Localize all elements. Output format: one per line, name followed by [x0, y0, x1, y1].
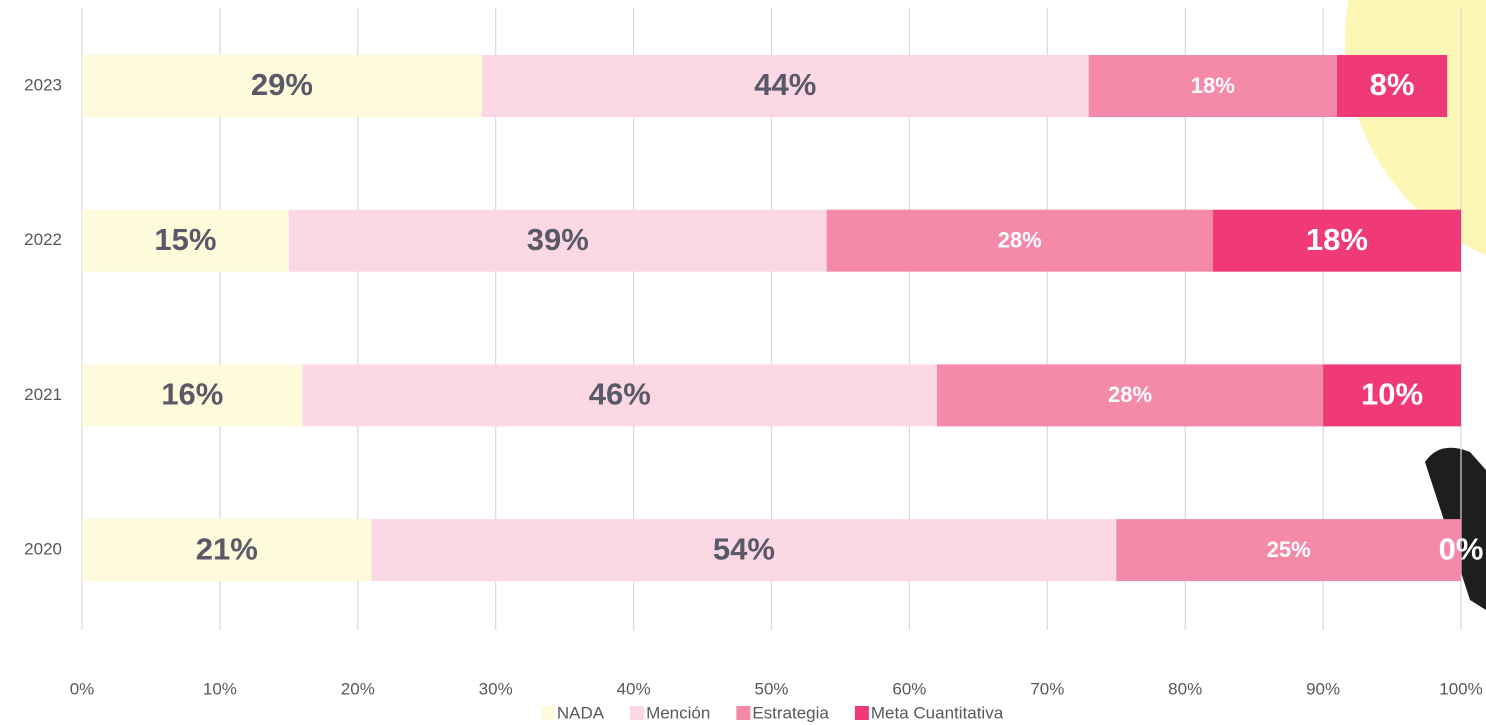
x-tick-label: 30%: [479, 679, 513, 698]
y-tick-label: 2023: [24, 75, 62, 94]
x-tick-label: 40%: [617, 679, 651, 698]
legend-label: Mención: [646, 703, 710, 722]
x-tick-label: 100%: [1439, 679, 1482, 698]
legend-swatch: [854, 706, 869, 720]
x-tick-label: 0%: [70, 679, 95, 698]
y-tick-label: 2020: [24, 540, 62, 559]
bar-segment: [288, 209, 827, 272]
bar-segment: [82, 519, 372, 582]
bar-segment: [1212, 209, 1461, 272]
bar-segment: [1323, 364, 1461, 427]
bar-segment: [936, 364, 1324, 427]
bar-segment: [1116, 519, 1461, 582]
x-tick-label: 60%: [892, 679, 926, 698]
data-label: 15%: [154, 222, 216, 257]
bar-segment: [371, 519, 1117, 582]
data-label: 25%: [1267, 537, 1311, 562]
bar-segment: [82, 364, 303, 427]
legend-swatch: [540, 706, 555, 720]
data-label: 16%: [161, 377, 223, 412]
x-tick-label: 90%: [1306, 679, 1340, 698]
legend-label: Meta Cuantitativa: [871, 703, 1004, 722]
x-tick-label: 50%: [754, 679, 788, 698]
legend-swatch: [630, 706, 645, 720]
x-tick-label: 10%: [203, 679, 237, 698]
data-label: 18%: [1191, 73, 1235, 98]
x-tick-label: 20%: [341, 679, 375, 698]
data-label: 28%: [1108, 382, 1152, 407]
data-label: 54%: [713, 531, 775, 566]
x-tick-label: 70%: [1030, 679, 1064, 698]
data-label: 44%: [754, 67, 816, 102]
y-tick-label: 2021: [24, 385, 62, 404]
data-label: 18%: [1306, 222, 1368, 257]
bar-segment: [82, 209, 289, 272]
data-label: 39%: [527, 222, 589, 257]
data-label: 21%: [196, 531, 258, 566]
legend-swatch: [736, 706, 751, 720]
legend-label: Estrategia: [752, 703, 829, 722]
data-label: 28%: [998, 228, 1042, 253]
x-tick-label: 80%: [1168, 679, 1202, 698]
bar-segment: [481, 55, 1089, 117]
plot: 0% 10% 20% 30% 40% 50% 60% 70% 80% 90% 100% 2023 29%…: [24, 8, 1483, 722]
data-label: 10%: [1361, 377, 1423, 412]
data-label: 0%: [1439, 531, 1484, 566]
bar-segment: [826, 209, 1213, 272]
y-tick-label: 2022: [24, 230, 62, 249]
data-label: 29%: [251, 67, 313, 102]
bar-segment: [1336, 55, 1448, 117]
bar-segment: [1088, 55, 1337, 117]
data-label: 46%: [589, 377, 651, 412]
legend-label: NADA: [557, 703, 605, 722]
bar-segment: [302, 364, 937, 427]
bar-segment: [82, 55, 482, 117]
data-label: 8%: [1370, 67, 1415, 102]
